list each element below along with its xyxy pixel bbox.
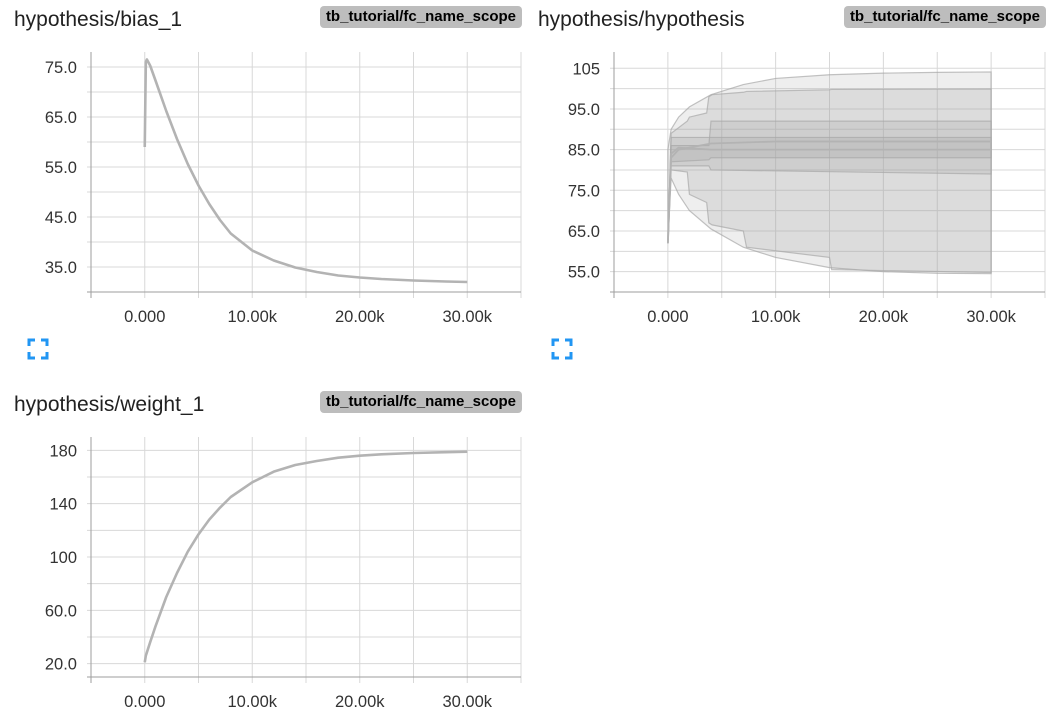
- y-tick-label: 65.0: [568, 223, 600, 241]
- x-tick-label: 20.00k: [859, 308, 909, 326]
- x-tick-label: 20.00k: [335, 693, 385, 711]
- x-tick-label: 10.00k: [227, 693, 277, 711]
- chart-title: hypothesis/weight_1: [14, 393, 205, 416]
- expand-icon: [27, 338, 49, 360]
- distribution-band: [667, 88, 992, 274]
- distribution-band: [667, 136, 992, 244]
- y-tick-label: 20.0: [45, 656, 77, 674]
- x-tick-label: 30.00k: [966, 308, 1016, 326]
- y-tick-label: 45.0: [45, 209, 77, 227]
- y-tick-label: 180: [49, 442, 77, 460]
- y-tick-label: 60.0: [45, 602, 77, 620]
- y-tick-label: 35.0: [45, 259, 77, 277]
- expand-icon: [551, 338, 573, 360]
- y-tick-label: 55.0: [568, 264, 600, 282]
- run-tag: tb_tutorial/fc_name_scope: [319, 6, 522, 28]
- x-tick-label: 0.000: [647, 308, 688, 326]
- x-tick-label: 0.000: [124, 308, 165, 326]
- fullscreen-expand-icon[interactable]: [26, 337, 50, 361]
- y-tick-label: 75.0: [45, 59, 77, 77]
- chart-card-hypothesis: hypothesis/hypothesis tb_tutorial/fc_nam…: [524, 0, 1048, 380]
- chart-plot: 55.0 65.0 75.0 85.0 95.0 105 0.000 10.00k 20.00k…: [568, 52, 1046, 326]
- run-tag: tb_tutorial/fc_name_scope: [843, 6, 1046, 28]
- chart-card-weight: hypothesis/weight_1 tb_tutorial/fc_name_…: [0, 385, 524, 712]
- y-tick-label: 65.0: [45, 109, 77, 127]
- y-tick-label: 85.0: [568, 142, 600, 160]
- series-line: [143, 58, 468, 284]
- grid: [87, 52, 522, 298]
- y-tick-label: 140: [49, 496, 77, 514]
- grid: [87, 437, 522, 683]
- x-tick-label: 10.00k: [751, 308, 801, 326]
- chart-plot: 20.0 60.0 100 140 180 0.000 10.00k 20.00k 30.00k: [45, 437, 522, 711]
- series-line: [143, 450, 468, 663]
- fullscreen-expand-icon[interactable]: [550, 337, 574, 361]
- chart-plot: 35.0 45.0 55.0 65.0 75.0 0.000 10.00k 20.00k 30.…: [45, 52, 522, 326]
- distribution-band: [667, 71, 992, 275]
- y-tick-label: 75.0: [568, 182, 600, 200]
- y-tick-label: 100: [49, 549, 77, 567]
- y-tick-label: 55.0: [45, 159, 77, 177]
- x-tick-label: 10.00k: [227, 308, 277, 326]
- series-line: [666, 146, 992, 244]
- y-tick-label: 105: [572, 60, 600, 78]
- run-tag: tb_tutorial/fc_name_scope: [319, 391, 522, 413]
- chart-title: hypothesis/bias_1: [14, 8, 183, 31]
- chart-title: hypothesis/hypothesis: [538, 8, 745, 31]
- x-tick-label: 20.00k: [335, 308, 385, 326]
- y-tick-label: 95.0: [568, 101, 600, 119]
- chart-card-bias: hypothesis/bias_1 tb_tutorial/fc_name_sc…: [0, 0, 524, 380]
- x-tick-label: 30.00k: [442, 308, 492, 326]
- x-tick-label: 30.00k: [442, 693, 492, 711]
- x-tick-label: 0.000: [124, 693, 165, 711]
